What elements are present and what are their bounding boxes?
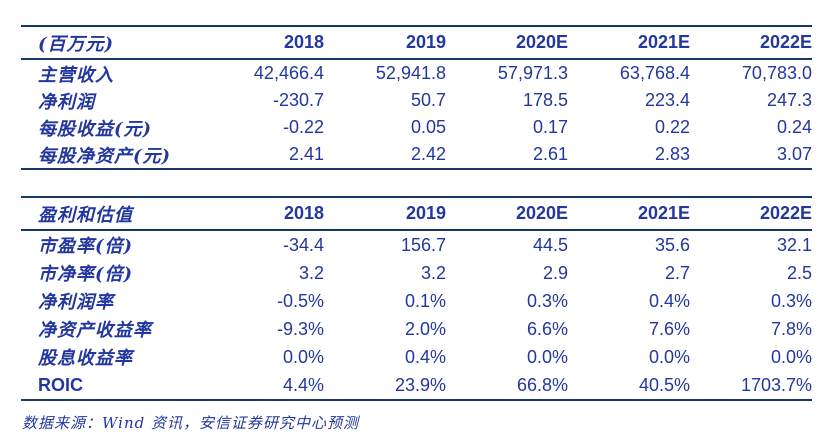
- table-row-pe: 市盈率(倍) -34.4 156.7 44.5 35.6 32.1: [21, 230, 812, 259]
- value-cell: 40.5%: [568, 371, 690, 401]
- value-cell: 32.1: [776, 234, 812, 255]
- value-cell: 2.5: [786, 262, 812, 283]
- value-cell: 178.5: [522, 90, 568, 110]
- value-cell: 0.0%: [526, 346, 568, 367]
- value-cell: 0.0%: [282, 346, 324, 367]
- row-label: ROIC: [21, 371, 202, 401]
- row-label: 主营收入: [38, 64, 114, 86]
- value-cell: 0.3%: [770, 290, 812, 311]
- value-cell: -9.3%: [276, 318, 324, 339]
- year-header-2021e: 2021E: [568, 25, 690, 60]
- table-header-row: 盈利和估值 2018 2019 2020E 2021E 2022E: [21, 196, 812, 231]
- year-header-2020e: 2020E: [446, 196, 568, 231]
- value-cell: 0.0%: [648, 346, 690, 367]
- year-header-2019: 2019: [324, 25, 446, 60]
- unit-header-cell: (百万元): [21, 25, 202, 60]
- row-label: 净利润率: [38, 292, 114, 313]
- value-cell: 42,466.4: [253, 63, 324, 83]
- value-cell: 0.17: [532, 117, 568, 137]
- value-cell: 2.83: [568, 141, 690, 170]
- value-cell: -0.5%: [276, 290, 324, 311]
- value-cell: 3.07: [690, 141, 812, 170]
- value-cell: 23.9%: [324, 371, 446, 401]
- value-cell: 2.7: [664, 262, 690, 283]
- value-cell: 0.05: [410, 117, 446, 137]
- value-cell: 223.4: [644, 90, 690, 110]
- value-cell: 2.42: [324, 141, 446, 170]
- value-cell: 50.7: [410, 90, 446, 110]
- table-row-net-margin: 净利润率 -0.5% 0.1% 0.3% 0.4% 0.3%: [21, 287, 812, 315]
- value-cell: 2.61: [446, 141, 568, 170]
- value-cell: 35.6: [654, 234, 690, 255]
- value-cell: 63,768.4: [619, 63, 690, 83]
- year-header-2022e: 2022E: [690, 196, 812, 231]
- row-label: 净利润: [38, 91, 95, 113]
- value-cell: 247.3: [766, 90, 812, 110]
- value-cell: 0.4%: [648, 290, 690, 311]
- table-row-roic: ROIC 4.4% 23.9% 66.8% 40.5% 1703.7%: [21, 371, 812, 401]
- row-label: 每股净资产(元): [21, 141, 202, 170]
- row-label: 股息收益率: [38, 348, 133, 369]
- value-cell: 70,783.0: [741, 63, 812, 83]
- value-cell: 4.4%: [202, 371, 324, 401]
- financial-summary-table: (百万元) 2018 2019 2020E 2021E 2022E 主营收入 4…: [21, 25, 812, 170]
- table-row-dividend-yield: 股息收益率 0.0% 0.4% 0.0% 0.0% 0.0%: [21, 343, 812, 371]
- value-cell: -230.7: [272, 90, 324, 110]
- year-header-2020e: 2020E: [446, 25, 568, 60]
- value-cell: 2.0%: [404, 318, 446, 339]
- value-cell: 0.4%: [404, 346, 446, 367]
- valuation-title-cell: 盈利和估值: [21, 196, 202, 231]
- year-header-2018: 2018: [202, 196, 324, 231]
- row-label: 净资产收益率: [38, 320, 152, 341]
- table-header-row: (百万元) 2018 2019 2020E 2021E 2022E: [21, 25, 812, 60]
- value-cell: 2.41: [202, 141, 324, 170]
- table-row-eps: 每股收益(元) -0.22 0.05 0.17 0.22 0.24: [21, 114, 812, 141]
- table-row-pb: 市净率(倍) 3.2 3.2 2.9 2.7 2.5: [21, 259, 812, 287]
- value-cell: 44.5: [532, 234, 568, 255]
- value-cell: 1703.7%: [690, 371, 812, 401]
- row-label: 市净率(倍): [38, 264, 134, 285]
- value-cell: 7.6%: [648, 318, 690, 339]
- value-cell: 156.7: [400, 234, 446, 255]
- value-cell: 0.3%: [526, 290, 568, 311]
- table-row-net-profit: 净利润 -230.7 50.7 178.5 223.4 247.3: [21, 87, 812, 114]
- value-cell: 57,971.3: [497, 63, 568, 83]
- year-header-2022e: 2022E: [690, 25, 812, 60]
- value-cell: 0.1%: [404, 290, 446, 311]
- value-cell: 6.6%: [526, 318, 568, 339]
- value-cell: 0.22: [654, 117, 690, 137]
- value-cell: -0.22: [282, 117, 324, 137]
- data-source-note: 数据来源：Wind 资讯，安信证券研究中心预测: [22, 414, 359, 432]
- table-row-bvps: 每股净资产(元) 2.41 2.42 2.61 2.83 3.07: [21, 141, 812, 170]
- value-cell: 3.2: [420, 262, 446, 283]
- value-cell: 0.0%: [770, 346, 812, 367]
- valuation-table: 盈利和估值 2018 2019 2020E 2021E 2022E 市盈率(倍)…: [21, 196, 812, 401]
- value-cell: 52,941.8: [375, 63, 446, 83]
- value-cell: -34.4: [282, 234, 324, 255]
- table-row-revenue: 主营收入 42,466.4 52,941.8 57,971.3 63,768.4…: [21, 59, 812, 87]
- value-cell: 0.24: [776, 117, 812, 137]
- value-cell: 66.8%: [446, 371, 568, 401]
- year-header-2019: 2019: [324, 196, 446, 231]
- year-header-2018: 2018: [202, 25, 324, 60]
- value-cell: 7.8%: [770, 318, 812, 339]
- row-label: 市盈率(倍): [38, 236, 134, 257]
- value-cell: 3.2: [298, 262, 324, 283]
- year-header-2021e: 2021E: [568, 196, 690, 231]
- row-label: 每股收益(元): [38, 118, 153, 140]
- value-cell: 2.9: [542, 262, 568, 283]
- table-row-roe: 净资产收益率 -9.3% 2.0% 6.6% 7.6% 7.8%: [21, 315, 812, 343]
